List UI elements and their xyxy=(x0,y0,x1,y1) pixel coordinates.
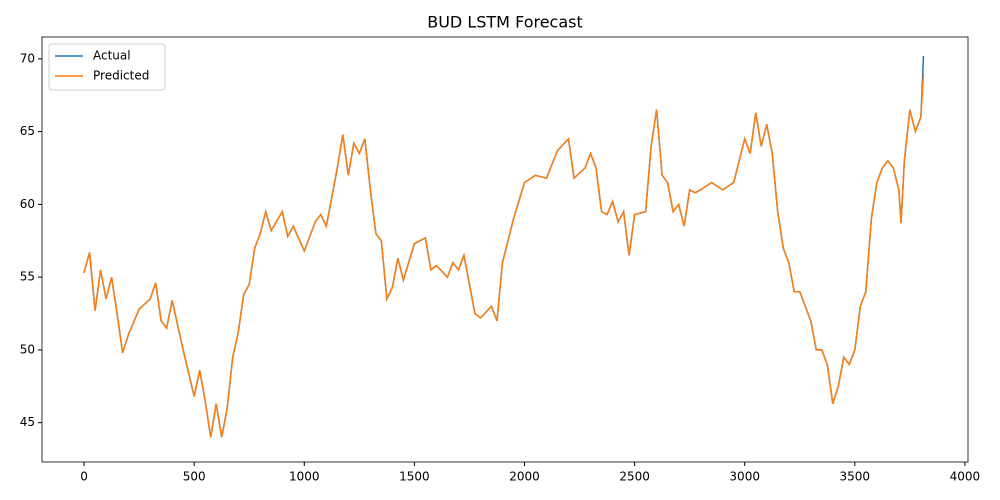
x-tick-label: 4000 xyxy=(950,470,981,484)
x-tick-label: 1500 xyxy=(399,470,430,484)
series-line xyxy=(83,73,925,438)
y-tick-label: 50 xyxy=(20,342,35,356)
y-tick-label: 70 xyxy=(20,51,35,65)
series-line xyxy=(83,55,925,438)
x-tick-label: 2000 xyxy=(509,470,540,484)
y-tick-label: 60 xyxy=(20,197,35,211)
x-tick-label: 500 xyxy=(183,470,206,484)
plot-frame xyxy=(41,36,969,463)
chart-title: BUD LSTM Forecast xyxy=(427,13,583,32)
y-tick-label: 65 xyxy=(20,124,35,138)
x-tick-label: 3500 xyxy=(840,470,871,484)
legend-label: Predicted xyxy=(93,69,149,83)
legend-label: Actual xyxy=(93,49,131,63)
x-tick-label: 0 xyxy=(80,470,88,484)
y-tick-label: 45 xyxy=(20,415,35,429)
x-tick-label: 3000 xyxy=(729,470,760,484)
x-tick-label: 2500 xyxy=(619,470,650,484)
x-tick-label: 1000 xyxy=(289,470,320,484)
y-tick-label: 55 xyxy=(20,270,35,284)
